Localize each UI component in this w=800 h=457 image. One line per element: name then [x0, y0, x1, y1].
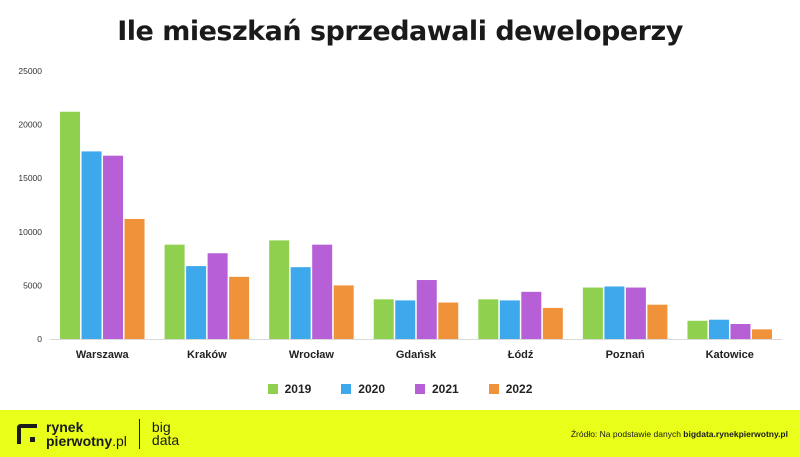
- y-tick-label: 15000: [18, 173, 42, 183]
- rynek-pierwotny-wordmark: rynek pierwotny.pl: [46, 420, 127, 448]
- source-note: Źródło: Na podstawie danych bigdata.ryne…: [571, 429, 788, 439]
- bar-2022-Wrocław: [333, 285, 354, 339]
- chart-title: Ile mieszkań sprzedawali deweloperzy: [117, 16, 683, 47]
- legend-label: 2020: [358, 382, 385, 396]
- bar-2020-Gdańsk: [395, 300, 416, 339]
- bigdata-wordmark: big data: [151, 419, 180, 448]
- bar-2022-Gdańsk: [438, 302, 459, 339]
- bar-2021-Warszawa: [103, 155, 124, 339]
- bar-2019-Katowice: [687, 320, 708, 339]
- chart-legend: 2019 2020 2021 2022: [0, 382, 800, 396]
- brand-line2-domain: .pl: [112, 433, 127, 449]
- source-link[interactable]: bigdata.rynekpierwotny.pl: [683, 429, 788, 439]
- legend-label: 2021: [432, 382, 459, 396]
- x-tick-label: Gdańsk: [396, 349, 437, 361]
- bar-2020-Warszawa: [81, 151, 102, 339]
- bar-2022-Poznań: [647, 304, 668, 339]
- rynek-pierwotny-logo-icon: [16, 423, 38, 445]
- logo-divider: [138, 419, 140, 449]
- bar-2021-Kraków: [207, 253, 228, 339]
- bar-chart: 0 5000 10000 15000 20000 25000 Warszawa Kraków W…: [18, 66, 782, 361]
- x-tick-label: Poznań: [606, 349, 645, 361]
- bar-2020-Poznań: [604, 286, 625, 339]
- legend-swatch: [415, 384, 425, 394]
- x-tick-label: Kraków: [187, 349, 227, 361]
- legend-item-2020: 2020: [341, 382, 385, 396]
- legend-swatch: [488, 384, 499, 394]
- y-tick-label: 0: [37, 334, 42, 344]
- legend-swatch: [341, 384, 352, 394]
- bar-2021-Wrocław: [312, 244, 333, 339]
- bar-2021-Poznań: [625, 287, 646, 339]
- bar-2022-Katowice: [751, 329, 772, 339]
- bar-2020-Katowice: [708, 319, 729, 339]
- y-tick-label: 10000: [18, 227, 42, 237]
- bar-2020-Łódź: [499, 300, 520, 339]
- rynek-pierwotny-logo: rynek pierwotny.pl big data: [16, 419, 179, 449]
- bigdata-line2: data: [151, 432, 180, 448]
- bar-2021-Katowice: [730, 323, 751, 339]
- bar-2020-Wrocław: [290, 267, 311, 339]
- bar-2020-Kraków: [186, 266, 207, 339]
- legend-item-2021: 2021: [415, 382, 459, 396]
- bar-2021-Łódź: [521, 291, 542, 339]
- brand-line1: rynek: [46, 419, 84, 435]
- legend-item-2022: 2022: [488, 382, 533, 396]
- legend-item-2019: 2019: [267, 382, 312, 396]
- footer-band: rynek pierwotny.pl big data Źródło: Na p…: [0, 410, 800, 457]
- bar-2021-Gdańsk: [416, 280, 437, 339]
- source-prefix: Źródło: Na podstawie danych: [570, 429, 684, 439]
- bar-2022-Kraków: [229, 276, 250, 339]
- x-tick-label: Łódź: [508, 349, 534, 361]
- y-tick-label: 25000: [18, 66, 42, 76]
- bar-2019-Warszawa: [60, 111, 81, 340]
- legend-label: 2019: [284, 382, 312, 396]
- y-tick-label: 20000: [18, 120, 42, 130]
- y-tick-label: 5000: [23, 280, 42, 290]
- x-tick-label: Warszawa: [76, 349, 130, 361]
- brand-line2-name: pierwotny: [46, 433, 113, 449]
- bar-2022-Warszawa: [124, 218, 145, 339]
- legend-swatch: [267, 384, 278, 394]
- bar-2022-Łódź: [542, 307, 563, 339]
- legend-label: 2022: [505, 382, 533, 396]
- bar-2019-Poznań: [582, 287, 603, 339]
- x-tick-label: Katowice: [706, 349, 754, 361]
- x-tick-label: Wrocław: [289, 349, 334, 361]
- bar-2019-Gdańsk: [373, 299, 394, 339]
- bar-2019-Wrocław: [269, 240, 290, 339]
- bigdata-line1: big: [151, 419, 171, 435]
- bar-2019-Kraków: [164, 244, 185, 339]
- bar-2019-Łódź: [478, 299, 499, 339]
